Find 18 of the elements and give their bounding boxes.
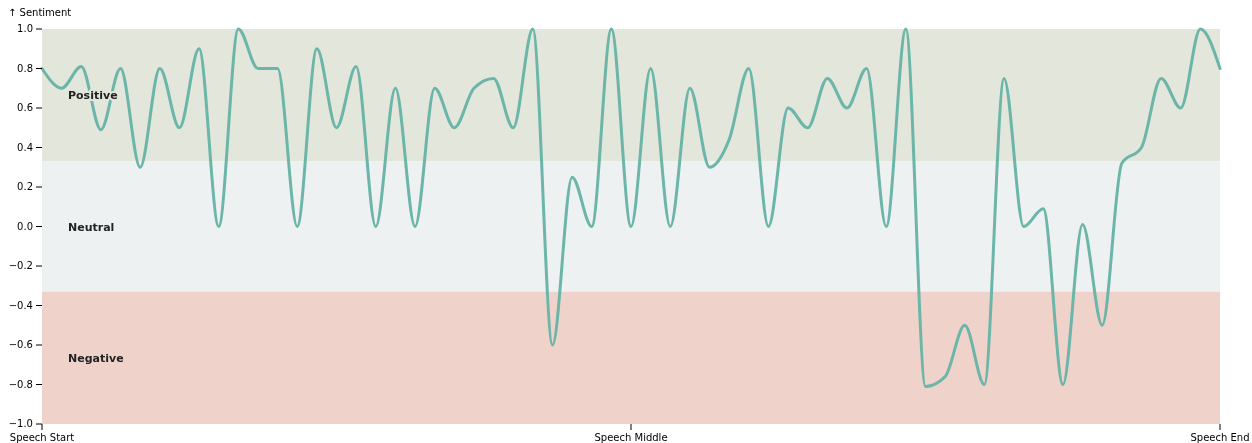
y-tick-label: 1.0 <box>17 23 33 35</box>
y-tick-label: 0.0 <box>17 220 33 232</box>
band-label: Negative <box>68 351 124 365</box>
x-tick-label: Speech Middle <box>594 432 668 443</box>
y-axis-title: ↑ Sentiment <box>8 7 72 18</box>
y-tick-label: 0.4 <box>17 141 33 153</box>
y-tick-label: 0.6 <box>17 102 33 114</box>
y-tick-label: −0.4 <box>8 299 33 311</box>
y-tick-label: −0.8 <box>8 378 33 390</box>
y-tick-label: 0.8 <box>17 62 33 74</box>
y-tick-label: −0.2 <box>8 260 33 272</box>
x-tick-label: Speech Start <box>9 432 75 443</box>
x-tick-label: Speech End <box>1190 432 1250 443</box>
y-tick-label: −1.0 <box>8 418 33 430</box>
y-tick-label: 0.2 <box>17 181 33 193</box>
line-series <box>40 27 1222 388</box>
band-label: Neutral <box>68 220 115 234</box>
y-tick-label: −0.6 <box>8 339 33 351</box>
